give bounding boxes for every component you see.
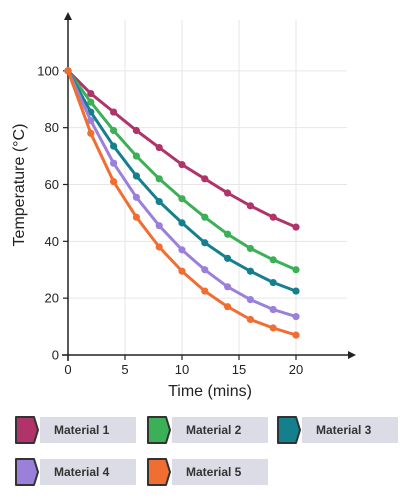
data-point-material-5-3 xyxy=(132,213,140,221)
data-point-material-1-8 xyxy=(246,202,254,210)
data-point-material-2-4 xyxy=(155,175,163,183)
data-point-material-4-1 xyxy=(87,116,95,125)
data-point-material-3-7 xyxy=(224,254,232,262)
data-point-material-2-8 xyxy=(246,244,254,253)
data-point-material-5-1 xyxy=(87,129,95,137)
data-point-material-2-5 xyxy=(178,195,186,203)
y-axis-title: Temperature (°C) xyxy=(11,124,28,247)
data-point-material-2-2 xyxy=(110,126,118,135)
x-axis-title: Time (mins) xyxy=(168,383,252,400)
legend-label-material-1: Material 1 xyxy=(40,417,136,443)
data-point-material-4-10 xyxy=(292,313,300,321)
x-tick-label-2: 10 xyxy=(175,362,189,377)
data-point-material-1-1 xyxy=(87,89,95,98)
legend-swatch-material-1 xyxy=(15,416,39,444)
data-point-material-5-6 xyxy=(201,287,209,295)
grid xyxy=(68,20,347,355)
legend: Material 1 Material 2 Material 3 Materia… xyxy=(10,415,410,495)
data-point-material-1-5 xyxy=(178,161,186,169)
x-tick-label-1: 5 xyxy=(121,362,128,377)
legend-swatch-material-5 xyxy=(147,458,171,486)
data-point-material-5-2 xyxy=(110,178,118,186)
series-material-3 xyxy=(64,67,300,295)
data-point-material-5-10 xyxy=(292,331,300,339)
y-tick-label-1: 20 xyxy=(45,291,59,306)
axes xyxy=(62,12,356,361)
data-point-material-5-0 xyxy=(64,67,72,75)
data-point-material-3-2 xyxy=(110,142,118,150)
legend-item-material-2: Material 2 xyxy=(146,415,268,445)
data-point-material-2-3 xyxy=(132,152,140,160)
data-point-material-4-9 xyxy=(269,305,277,314)
data-point-material-5-4 xyxy=(155,243,163,251)
data-point-material-2-1 xyxy=(87,98,95,106)
series-material-5 xyxy=(64,67,300,339)
tick-labels: 0 5 10 15 20 0 20 40 60 80 100 xyxy=(37,63,303,377)
data-point-material-3-8 xyxy=(246,267,254,275)
data-point-material-3-10 xyxy=(292,287,300,295)
data-point-material-2-7 xyxy=(224,230,232,238)
data-point-material-1-3 xyxy=(132,126,140,135)
x-tick-label-0: 0 xyxy=(64,362,71,377)
data-point-material-5-8 xyxy=(246,315,254,324)
y-tick-label-5: 100 xyxy=(37,63,59,78)
data-point-material-3-9 xyxy=(269,278,277,287)
series-material-4 xyxy=(64,67,300,321)
data-point-material-1-2 xyxy=(110,108,118,116)
x-tick-label-4: 20 xyxy=(289,362,303,377)
data-point-material-2-9 xyxy=(269,256,277,264)
legend-swatch-material-3 xyxy=(277,416,301,444)
data-point-material-5-9 xyxy=(269,324,277,332)
data-point-material-1-4 xyxy=(155,143,163,152)
legend-label-material-3: Material 3 xyxy=(302,417,398,443)
data-point-material-5-5 xyxy=(178,267,186,275)
legend-label-material-5: Material 5 xyxy=(172,459,268,485)
data-point-material-4-3 xyxy=(132,193,140,201)
x-axis-arrow xyxy=(348,351,356,359)
data-point-material-4-8 xyxy=(246,295,254,304)
data-point-material-2-10 xyxy=(292,266,300,274)
y-tick-label-2: 40 xyxy=(45,234,59,249)
line-chart: 0 5 10 15 20 0 20 40 60 80 100 Time (mins) Tempera… xyxy=(11,12,356,400)
legend-item-material-4: Material 4 xyxy=(14,457,136,487)
legend-item-material-3: Material 3 xyxy=(276,415,398,445)
legend-label-material-2: Material 2 xyxy=(172,417,268,443)
data-point-material-4-4 xyxy=(155,222,163,230)
legend-label-material-4: Material 4 xyxy=(40,459,136,485)
data-point-material-4-7 xyxy=(224,283,232,291)
data-point-material-2-6 xyxy=(201,213,209,221)
data-point-material-1-10 xyxy=(292,223,300,231)
data-point-material-1-9 xyxy=(269,213,277,221)
data-point-material-5-7 xyxy=(224,303,232,311)
data-point-material-3-3 xyxy=(132,172,140,180)
data-point-material-4-2 xyxy=(110,159,118,167)
series-material-2 xyxy=(64,67,300,274)
series-group xyxy=(64,67,300,339)
data-point-material-3-4 xyxy=(155,197,163,206)
y-tick-label-0: 0 xyxy=(52,348,59,363)
data-point-material-3-5 xyxy=(178,219,186,227)
x-tick-label-3: 15 xyxy=(232,362,246,377)
y-tick-label-3: 60 xyxy=(45,177,59,192)
y-axis-arrow xyxy=(64,12,72,20)
data-point-material-1-7 xyxy=(224,189,232,197)
legend-swatch-material-4 xyxy=(15,458,39,486)
legend-item-material-5: Material 5 xyxy=(146,457,268,487)
legend-item-material-1: Material 1 xyxy=(14,415,136,445)
data-point-material-3-6 xyxy=(201,239,209,247)
legend-swatch-material-2 xyxy=(147,416,171,444)
data-point-material-4-5 xyxy=(178,246,186,254)
y-tick-label-4: 80 xyxy=(45,120,59,135)
data-point-material-1-6 xyxy=(201,175,209,183)
data-point-material-4-6 xyxy=(201,266,209,274)
